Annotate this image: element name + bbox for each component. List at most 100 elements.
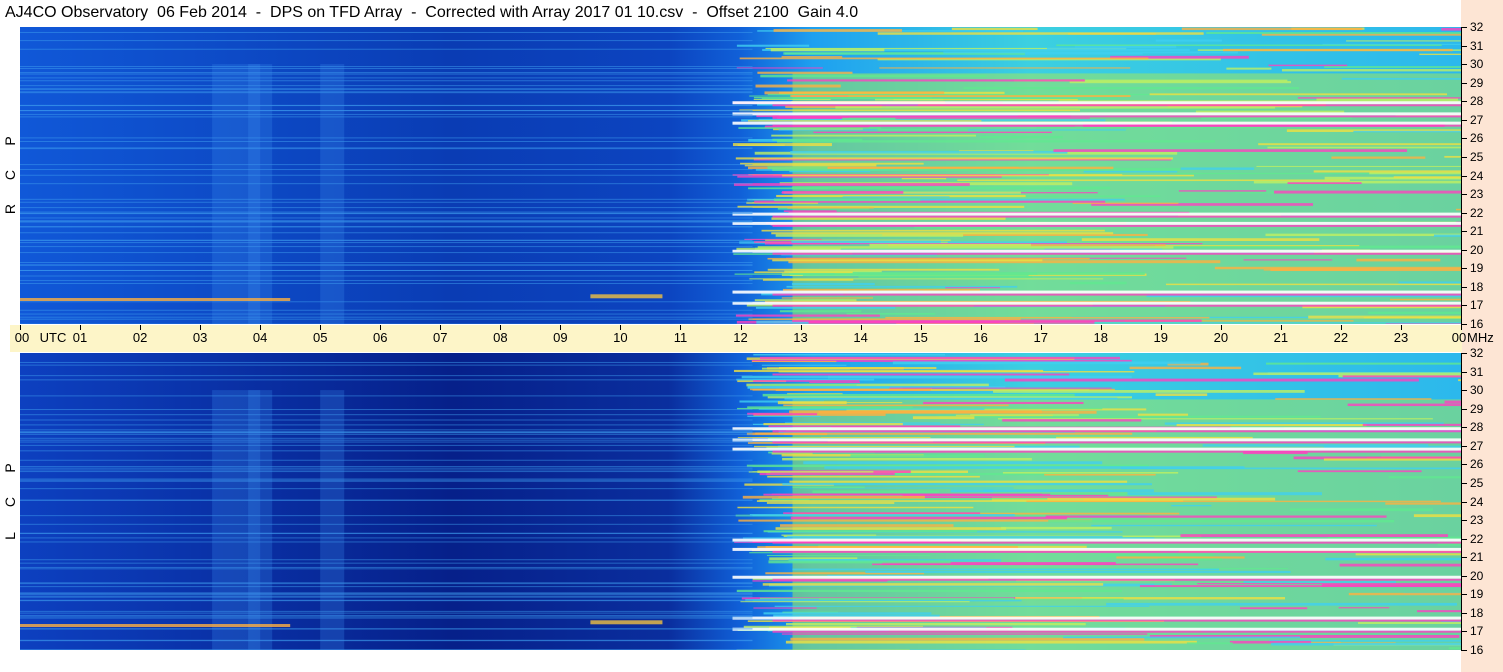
emission-band [784, 397, 1118, 400]
emission-band [1322, 43, 1461, 45]
polarization-letter: P [2, 136, 18, 146]
utc-tick [1340, 325, 1342, 330]
emission-band [747, 406, 913, 409]
burst-streak [212, 64, 261, 324]
emission-band [780, 524, 954, 527]
emission-band [761, 229, 1105, 232]
background-line [20, 441, 753, 443]
emission-band [1149, 93, 1448, 96]
emission-band [885, 316, 1210, 319]
polarization-letter: P [2, 463, 18, 473]
frequency-tick [1461, 138, 1467, 140]
emission-band [746, 464, 1149, 468]
frequency-tick-label: 20 [1470, 242, 1484, 257]
lcp-spectrogram [20, 353, 1461, 650]
emission-band [764, 91, 945, 95]
frequency-tick [1461, 268, 1467, 270]
emission-band [1339, 563, 1461, 567]
emission-band [747, 198, 1125, 201]
emission-band [787, 535, 1123, 538]
background-line [20, 562, 753, 564]
emission-band [1267, 146, 1461, 149]
emission-band [1389, 298, 1461, 301]
utc-hour-label: 00 [14, 330, 30, 345]
background-line [20, 91, 753, 93]
emission-band [757, 246, 1174, 249]
rcp-spectrogram-canvas [20, 27, 1461, 324]
background-line [20, 77, 753, 79]
emission-band [1137, 413, 1189, 417]
emission-band [959, 492, 1213, 496]
frequency-tick [1461, 82, 1467, 84]
utc-tick [1280, 325, 1282, 330]
emission-band [1441, 620, 1461, 623]
emission-band [1127, 492, 1322, 496]
emission-band [1253, 372, 1461, 376]
background-line [20, 72, 753, 74]
utc-tick [860, 325, 862, 330]
background-line [20, 309, 753, 311]
emission-band [1419, 53, 1461, 56]
frequency-axis-line [1461, 27, 1462, 324]
background-line [20, 262, 753, 264]
emission-band [737, 175, 1002, 178]
emission-band [1393, 176, 1461, 179]
utc-hour-label: 15 [913, 330, 928, 345]
emission-band [982, 468, 1039, 470]
emission-band [779, 310, 862, 313]
emission-band [973, 567, 1288, 569]
background-line [20, 301, 753, 303]
emission-band [930, 389, 1090, 391]
emission-band [748, 471, 874, 473]
background-line [20, 264, 753, 266]
background-line [20, 174, 753, 176]
emission-band [902, 494, 1109, 497]
frequency-tick-label: 28 [1470, 420, 1484, 435]
emission-band [787, 79, 1085, 82]
utc-hour-label: 10 [613, 330, 628, 345]
emission-band [809, 381, 860, 383]
background-line [20, 147, 753, 149]
emission-band [1338, 607, 1390, 609]
emission-band [765, 572, 925, 575]
frequency-axis-strip [1461, 0, 1503, 672]
emission-band [771, 498, 1048, 500]
frequency-tick [1461, 408, 1467, 410]
emission-band [850, 454, 985, 458]
emission-band [1164, 422, 1444, 425]
emission-band [752, 360, 837, 363]
emission-band [1044, 473, 1156, 476]
interference-band [732, 447, 1461, 451]
emission-band [787, 207, 874, 209]
background-line [20, 523, 753, 525]
frequency-tick [1461, 324, 1467, 325]
utc-unit-label: UTC [39, 330, 67, 345]
frequency-unit-label: MHz [1467, 330, 1494, 345]
emission-band [1331, 156, 1426, 159]
interference-edge [772, 304, 1461, 307]
emission-band [761, 364, 847, 366]
background-line [20, 92, 753, 94]
emission-band [1180, 167, 1255, 170]
emission-band [740, 162, 924, 165]
emission-band [1056, 436, 1253, 439]
background-line [20, 207, 753, 209]
utc-tick [920, 325, 922, 330]
background-line [20, 469, 753, 471]
emission-band [1368, 311, 1461, 315]
emission-band [1146, 294, 1461, 298]
emission-band [771, 217, 1006, 220]
emission-band [747, 120, 982, 122]
frequency-tick-label: 16 [1470, 643, 1484, 657]
background-line [20, 164, 753, 166]
emission-band [742, 537, 1155, 539]
emission-band [781, 56, 843, 58]
burst-streak [212, 390, 261, 650]
background-line [20, 499, 753, 501]
utc-tick [1160, 325, 1162, 330]
emission-band [1348, 592, 1461, 596]
utc-tick [1400, 325, 1402, 330]
emission-band [755, 306, 896, 309]
frequency-tick [1461, 557, 1467, 559]
interference-band [732, 427, 1461, 431]
